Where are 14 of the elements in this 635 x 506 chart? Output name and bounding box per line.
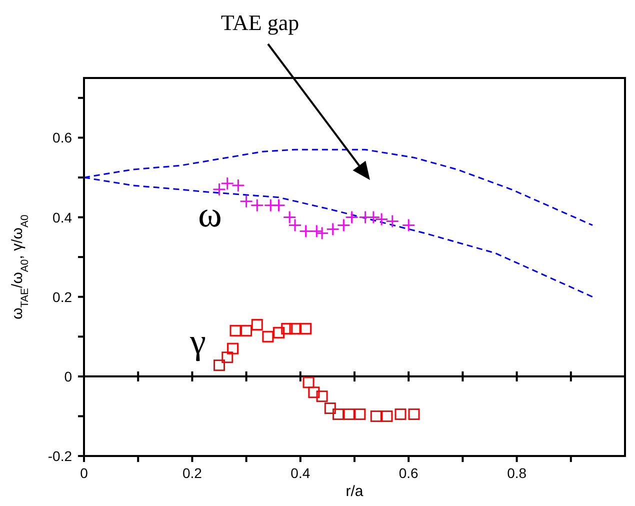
y-tick-label: 0.2 <box>52 288 72 305</box>
y-tick-label: 0.6 <box>52 130 72 146</box>
annotation: γ <box>189 321 206 362</box>
y-tick-label: -0.2 <box>48 448 72 464</box>
x-tick-label: 0.4 <box>290 465 310 481</box>
text: TAE gap <box>220 10 300 35</box>
x-axis-title: r/a <box>346 483 364 500</box>
y-tick-label: 0.4 <box>52 209 72 226</box>
y-tick-label: 0 <box>64 368 72 384</box>
x-tick-label: 0 <box>80 465 88 481</box>
annotation: ω <box>198 194 222 234</box>
x-tick-label: 0.6 <box>398 465 419 481</box>
x-tick-label: 0.2 <box>182 465 202 481</box>
x-tick-label: 0.8 <box>507 465 527 481</box>
